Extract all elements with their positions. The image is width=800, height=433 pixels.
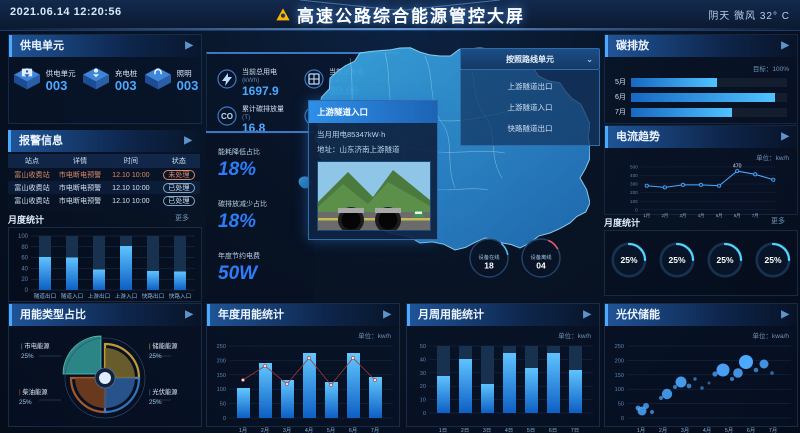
svg-text:隧道入口: 隧道入口 — [61, 292, 83, 300]
svg-text:CO: CO — [221, 112, 233, 121]
svg-text:| 市电能源: | 市电能源 — [21, 341, 50, 350]
svg-text:0: 0 — [635, 207, 638, 212]
svg-text:0: 0 — [25, 288, 29, 294]
svg-text:250: 250 — [217, 344, 226, 350]
svg-text:3日: 3日 — [483, 427, 491, 433]
svg-text:| 柴油能源: | 柴油能源 — [19, 387, 48, 396]
svg-text:2月: 2月 — [659, 427, 667, 433]
svg-text:10: 10 — [420, 398, 426, 404]
svg-text:300: 300 — [630, 182, 638, 187]
svg-text:25%: 25% — [149, 353, 162, 360]
svg-text:40: 40 — [21, 266, 28, 272]
svg-text:7月: 7月 — [769, 427, 777, 433]
svg-text:400: 400 — [630, 173, 638, 178]
svg-text:25%: 25% — [149, 399, 162, 406]
svg-text:18: 18 — [484, 261, 494, 271]
svg-text:60: 60 — [21, 256, 28, 262]
svg-text:4月: 4月 — [703, 427, 711, 433]
svg-text:500: 500 — [630, 165, 638, 170]
svg-text:0: 0 — [223, 416, 226, 422]
svg-text:250: 250 — [615, 344, 624, 350]
svg-text:6月: 6月 — [747, 427, 755, 433]
svg-text:25%: 25% — [716, 255, 733, 265]
svg-text:7日: 7日 — [571, 427, 579, 433]
svg-text:30: 30 — [420, 371, 426, 377]
svg-text:隧道出口: 隧道出口 — [34, 292, 56, 300]
svg-text:快路出口: 快路出口 — [142, 292, 164, 300]
svg-text:5日: 5日 — [527, 427, 535, 433]
svg-text:2月: 2月 — [261, 427, 269, 433]
svg-text:1月: 1月 — [239, 427, 247, 433]
svg-text:50: 50 — [220, 402, 226, 408]
svg-text:| 储能能源: | 储能能源 — [149, 341, 178, 350]
svg-text:200: 200 — [217, 358, 226, 364]
svg-text:25%: 25% — [764, 255, 781, 265]
svg-text:1日: 1日 — [439, 427, 447, 433]
svg-text:150: 150 — [217, 373, 226, 379]
svg-text:5月: 5月 — [725, 427, 733, 433]
svg-text:200: 200 — [615, 358, 624, 364]
svg-text:上游入口: 上游入口 — [115, 292, 137, 300]
svg-text:150: 150 — [615, 373, 624, 379]
svg-text:4日: 4日 — [505, 427, 513, 433]
svg-text:40: 40 — [420, 357, 426, 363]
svg-text:快路入口: 快路入口 — [169, 292, 191, 300]
svg-text:50: 50 — [420, 344, 426, 350]
svg-text:6日: 6日 — [549, 427, 557, 433]
svg-text:7月: 7月 — [371, 427, 379, 433]
svg-text:1月: 1月 — [637, 427, 645, 433]
svg-text:6月: 6月 — [349, 427, 357, 433]
svg-text:50: 50 — [618, 402, 624, 408]
svg-text:上游出口: 上游出口 — [88, 292, 110, 300]
svg-text:0: 0 — [621, 416, 624, 422]
svg-text:04: 04 — [536, 261, 546, 271]
svg-text:25%: 25% — [19, 399, 32, 406]
svg-text:25%: 25% — [620, 255, 637, 265]
svg-text:0: 0 — [423, 411, 426, 417]
svg-text:4月: 4月 — [305, 427, 313, 433]
svg-text:2日: 2日 — [461, 427, 469, 433]
svg-text:25%: 25% — [668, 255, 685, 265]
svg-text:80: 80 — [21, 245, 28, 251]
svg-text:3月: 3月 — [283, 427, 291, 433]
svg-text:25%: 25% — [21, 353, 34, 360]
svg-text:200: 200 — [630, 190, 638, 195]
svg-text:5月: 5月 — [327, 427, 335, 433]
svg-text:3月: 3月 — [681, 427, 689, 433]
svg-text:20: 20 — [21, 277, 28, 283]
svg-text:| 光伏能源: | 光伏能源 — [149, 387, 178, 396]
svg-text:470: 470 — [733, 163, 742, 169]
svg-text:100: 100 — [630, 199, 638, 204]
svg-text:100: 100 — [18, 234, 29, 240]
svg-text:100: 100 — [217, 387, 226, 393]
svg-text:100: 100 — [615, 387, 624, 393]
svg-text:20: 20 — [420, 384, 426, 390]
